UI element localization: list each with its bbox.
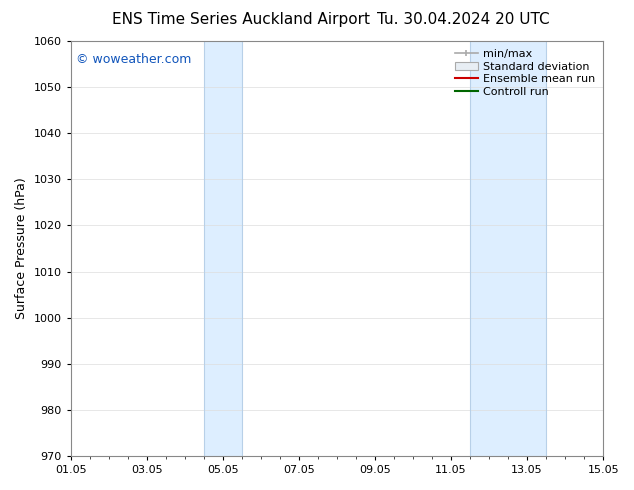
Bar [204,41,242,456]
Y-axis label: Surface Pressure (hPa): Surface Pressure (hPa) [15,178,28,319]
Legend: min/max, Standard deviation, Ensemble mean run, Controll run: min/max, Standard deviation, Ensemble me… [453,47,598,99]
Text: © woweather.com: © woweather.com [76,53,191,67]
Text: Tu. 30.04.2024 20 UTC: Tu. 30.04.2024 20 UTC [377,12,549,27]
Bar [470,41,546,456]
Text: ENS Time Series Auckland Airport: ENS Time Series Auckland Airport [112,12,370,27]
